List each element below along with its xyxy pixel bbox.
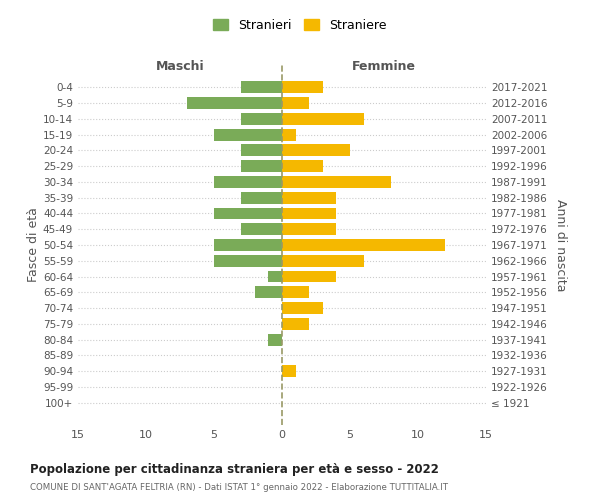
Bar bbox=[282, 239, 445, 251]
Bar bbox=[282, 82, 323, 93]
Bar bbox=[214, 208, 282, 220]
Bar bbox=[268, 270, 282, 282]
Bar bbox=[282, 224, 337, 235]
Bar bbox=[282, 208, 337, 220]
Bar bbox=[282, 176, 391, 188]
Bar bbox=[241, 192, 282, 203]
Bar bbox=[282, 318, 309, 330]
Bar bbox=[241, 224, 282, 235]
Bar bbox=[214, 239, 282, 251]
Bar bbox=[282, 366, 296, 377]
Bar bbox=[255, 286, 282, 298]
Bar bbox=[214, 255, 282, 266]
Bar bbox=[282, 286, 309, 298]
Text: COMUNE DI SANT'AGATA FELTRIA (RN) - Dati ISTAT 1° gennaio 2022 - Elaborazione TU: COMUNE DI SANT'AGATA FELTRIA (RN) - Dati… bbox=[30, 482, 448, 492]
Bar bbox=[268, 334, 282, 345]
Bar bbox=[241, 160, 282, 172]
Text: Popolazione per cittadinanza straniera per età e sesso - 2022: Popolazione per cittadinanza straniera p… bbox=[30, 462, 439, 475]
Text: Femmine: Femmine bbox=[352, 60, 416, 73]
Bar bbox=[282, 97, 309, 109]
Bar bbox=[282, 255, 364, 266]
Bar bbox=[214, 176, 282, 188]
Y-axis label: Fasce di età: Fasce di età bbox=[27, 208, 40, 282]
Bar bbox=[282, 302, 323, 314]
Bar bbox=[241, 82, 282, 93]
Bar bbox=[187, 97, 282, 109]
Bar bbox=[282, 128, 296, 140]
Bar bbox=[282, 192, 337, 203]
Y-axis label: Anni di nascita: Anni di nascita bbox=[554, 198, 567, 291]
Bar bbox=[282, 144, 350, 156]
Legend: Stranieri, Straniere: Stranieri, Straniere bbox=[208, 14, 392, 37]
Bar bbox=[214, 128, 282, 140]
Bar bbox=[241, 113, 282, 124]
Bar bbox=[282, 270, 337, 282]
Bar bbox=[282, 113, 364, 124]
Bar bbox=[241, 144, 282, 156]
Text: Maschi: Maschi bbox=[155, 60, 205, 73]
Bar bbox=[282, 160, 323, 172]
